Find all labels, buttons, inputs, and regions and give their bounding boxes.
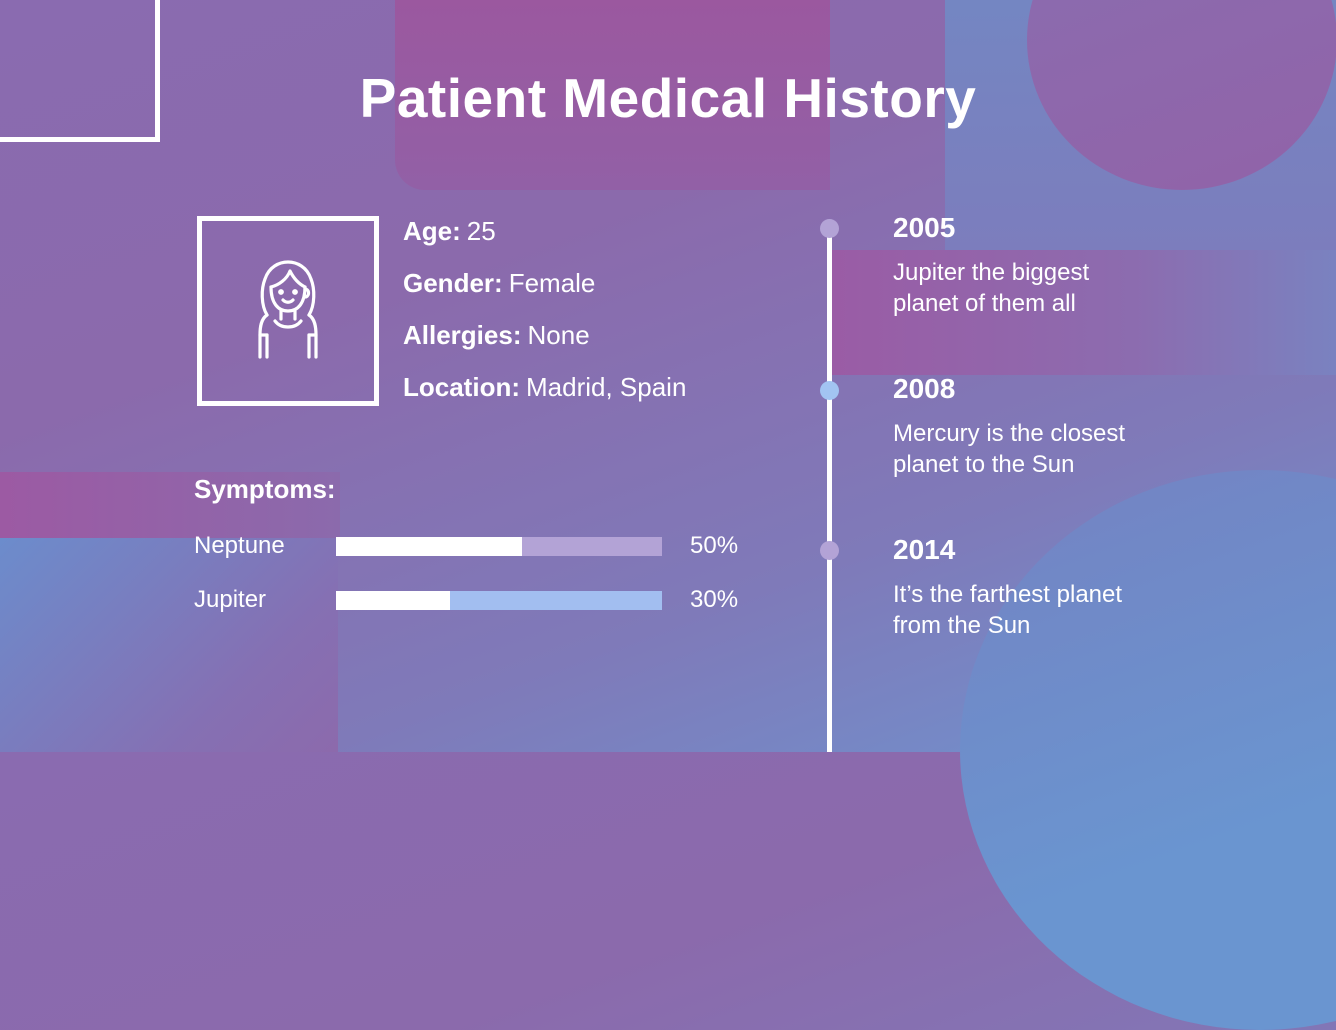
info-row-gender: Gender: Female	[403, 264, 686, 316]
timeline-year: 2014	[893, 534, 956, 565]
timeline-description: Jupiter the biggest planet of them all	[893, 257, 1253, 319]
info-value: 25	[466, 216, 496, 246]
timeline-item-2005: 2005 Jupiter the biggest planet of them …	[893, 211, 1253, 319]
timeline-description-line: It’s the farthest planet	[893, 581, 1123, 608]
corner-frame-decoration	[0, 0, 160, 142]
info-value: Madrid, Spain	[526, 372, 687, 402]
woman-avatar-icon	[258, 260, 318, 359]
timeline-description-line: from the Sun	[893, 612, 1031, 639]
info-label: Location:	[403, 372, 520, 402]
info-value: Female	[508, 268, 596, 298]
timeline-dot	[820, 219, 839, 238]
timeline-description-line: planet of them all	[893, 290, 1076, 317]
timeline-item-2014: 2014 It’s the farthest planet from the S…	[893, 533, 1253, 641]
progress-track	[336, 591, 662, 610]
bg-shape-left-blue	[0, 538, 338, 752]
info-value: None	[527, 320, 590, 350]
timeline-description: Mercury is the closest planet to the Sun	[893, 418, 1253, 480]
symptom-percent: 50%	[690, 532, 739, 559]
timeline-description-line: Jupiter the biggest	[893, 259, 1090, 286]
timeline-dot	[820, 541, 839, 560]
symptom-bar-jupiter: Jupiter 30%	[194, 585, 754, 615]
timeline-item-2008: 2008 Mercury is the closest planet to th…	[893, 372, 1253, 480]
symptom-label: Jupiter	[194, 586, 267, 613]
progress-track	[336, 537, 662, 556]
patient-info: Age: 25 Gender: Female Allergies: None Loca…	[403, 212, 686, 420]
progress-fill	[336, 537, 522, 556]
info-label: Age:	[403, 216, 461, 246]
page-title: Patient Medical History	[359, 67, 977, 129]
timeline-description: It’s the farthest planet from the Sun	[893, 579, 1253, 641]
symptom-label: Neptune	[194, 532, 285, 559]
symptom-bar-neptune: Neptune 50%	[194, 531, 754, 561]
timeline-dot	[820, 381, 839, 400]
timeline-description-line: planet to the Sun	[893, 451, 1075, 478]
symptoms-heading: Symptoms:	[194, 474, 336, 504]
info-label: Gender:	[403, 268, 503, 298]
timeline-year: 2008	[893, 373, 956, 404]
timeline-year: 2005	[893, 212, 956, 243]
info-row-allergies: Allergies: None	[403, 316, 686, 368]
progress-fill	[336, 591, 451, 610]
patient-avatar-frame	[197, 216, 379, 406]
timeline-line	[827, 228, 832, 752]
symptom-percent: 30%	[690, 586, 739, 613]
info-row-age: Age: 25	[403, 212, 686, 264]
info-row-location: Location: Madrid, Spain	[403, 368, 686, 420]
info-label: Allergies:	[403, 320, 522, 350]
timeline-description-line: Mercury is the closest	[893, 420, 1126, 447]
